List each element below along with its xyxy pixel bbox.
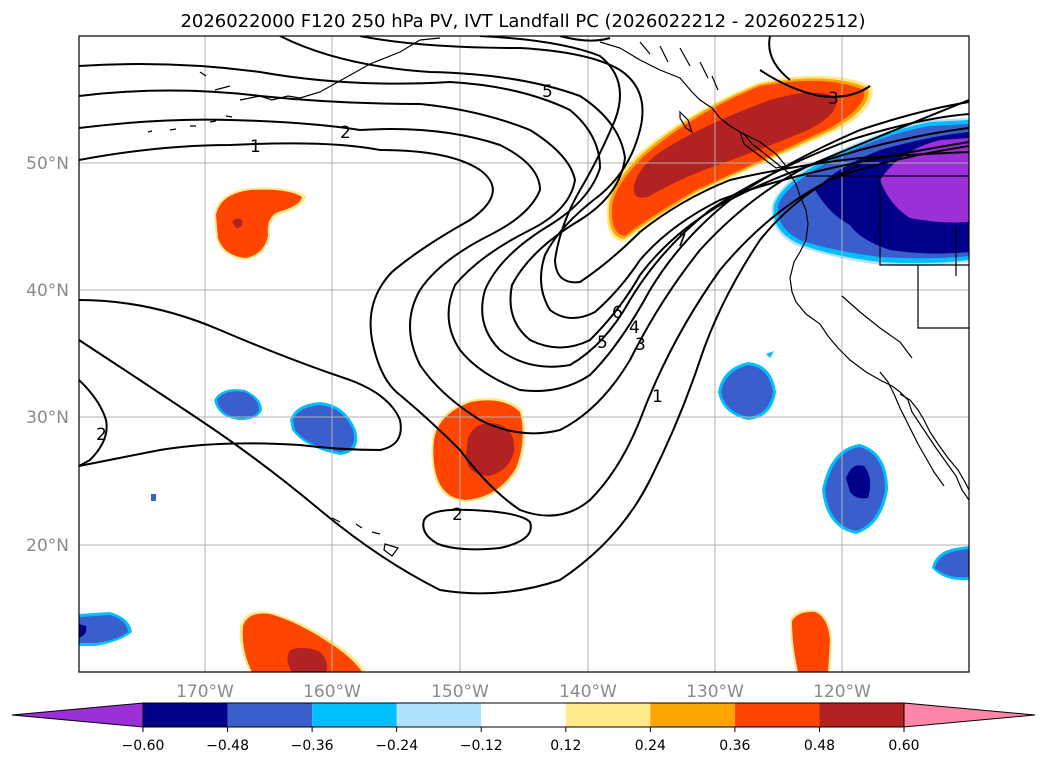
lon-label: 150°W bbox=[431, 682, 489, 702]
lon-label: 160°W bbox=[303, 682, 361, 702]
lon-label: 140°W bbox=[559, 682, 617, 702]
figure-title: 2026022000 F120 250 hPa PV, IVT Landfall… bbox=[180, 11, 865, 32]
colorbar-extend-min bbox=[11, 702, 144, 728]
pv-contour-labels: 1 2 5 3 7 6 5 4 3 1 2 2 bbox=[96, 82, 839, 525]
plot-frame bbox=[78, 35, 970, 673]
colorbar-swatches bbox=[11, 702, 1036, 728]
colorbar-tick-label: −0.36 bbox=[291, 738, 334, 754]
colorbar-swatch bbox=[396, 703, 482, 727]
pv-label: 4 bbox=[629, 318, 640, 338]
pv-label: 7 bbox=[676, 231, 687, 251]
colorbar-tick-label: −0.48 bbox=[206, 738, 249, 754]
filled-anomalies bbox=[79, 75, 969, 672]
colorbar-swatch bbox=[734, 703, 820, 727]
positive-anomaly-subtropics bbox=[431, 397, 526, 502]
positive-anomaly-ne-pacific bbox=[606, 75, 873, 242]
colorbar-tick-label: 0.48 bbox=[804, 738, 835, 754]
colorbar-tick-label: 0.60 bbox=[888, 738, 919, 754]
colorbar-tick-label: 0.24 bbox=[635, 738, 666, 754]
colorbar-swatch bbox=[143, 703, 228, 727]
lon-label: 130°W bbox=[686, 682, 744, 702]
lat-label: 20°N bbox=[26, 536, 69, 556]
colorbar-swatch bbox=[565, 703, 651, 727]
colorbar-tick-label: −0.12 bbox=[460, 738, 503, 754]
colorbar-swatch bbox=[227, 703, 313, 727]
colorbar-tick-label: −0.60 bbox=[122, 738, 165, 754]
lon-label: 170°W bbox=[176, 682, 234, 702]
colorbar-tick-label: 0.36 bbox=[719, 738, 750, 754]
latitude-labels: 50°N 40°N 30°N 20°N bbox=[26, 154, 69, 556]
colorbar-extend-max bbox=[903, 702, 1036, 728]
positive-anomaly-south-east bbox=[790, 609, 832, 672]
pv-label: 5 bbox=[542, 82, 553, 102]
colorbar-swatch bbox=[650, 703, 735, 727]
lat-label: 30°N bbox=[26, 408, 69, 428]
colorbar-ticks: −0.60 −0.48 −0.36 −0.24 −0.12 0.12 0.24 0.36 0.4… bbox=[122, 727, 920, 754]
colorbar-swatch bbox=[819, 703, 904, 727]
longitude-labels: 170°W 160°W 150°W 140°W 130°W 120°W bbox=[176, 682, 871, 702]
pv-contours bbox=[79, 36, 969, 595]
colorbar-outline bbox=[142, 702, 905, 728]
pv-label: 2 bbox=[340, 123, 351, 143]
negative-anomaly-a bbox=[214, 389, 262, 420]
plot-area bbox=[79, 36, 969, 672]
negative-anomaly-f bbox=[79, 612, 132, 646]
pv-label: 3 bbox=[828, 89, 839, 109]
pv-label: 1 bbox=[250, 137, 261, 157]
lat-label: 40°N bbox=[26, 281, 69, 301]
coastlines bbox=[147, 37, 969, 557]
colorbar-swatch bbox=[312, 703, 397, 727]
pv-label: 2 bbox=[96, 425, 107, 445]
colorbar-tick-label: 0.12 bbox=[550, 738, 581, 754]
lat-label: 50°N bbox=[26, 154, 69, 174]
negative-anomaly-e bbox=[932, 546, 969, 581]
colorbar-swatch bbox=[481, 703, 566, 727]
pv-label: 1 bbox=[652, 387, 663, 407]
lon-label: 120°W bbox=[813, 682, 871, 702]
positive-anomaly-central-pacific bbox=[214, 187, 306, 260]
pv-label: 6 bbox=[612, 303, 623, 323]
pv-label: 2 bbox=[452, 505, 463, 525]
colorbar: −0.60 −0.48 −0.36 −0.24 −0.12 0.12 0.24 0.36 0.4… bbox=[11, 702, 1036, 754]
pv-label: 3 bbox=[635, 335, 646, 355]
negative-anomaly-c bbox=[718, 351, 776, 420]
colorbar-tick-label: −0.24 bbox=[375, 738, 418, 754]
negative-anomaly-d bbox=[822, 444, 888, 534]
pv-label: 5 bbox=[597, 333, 608, 353]
